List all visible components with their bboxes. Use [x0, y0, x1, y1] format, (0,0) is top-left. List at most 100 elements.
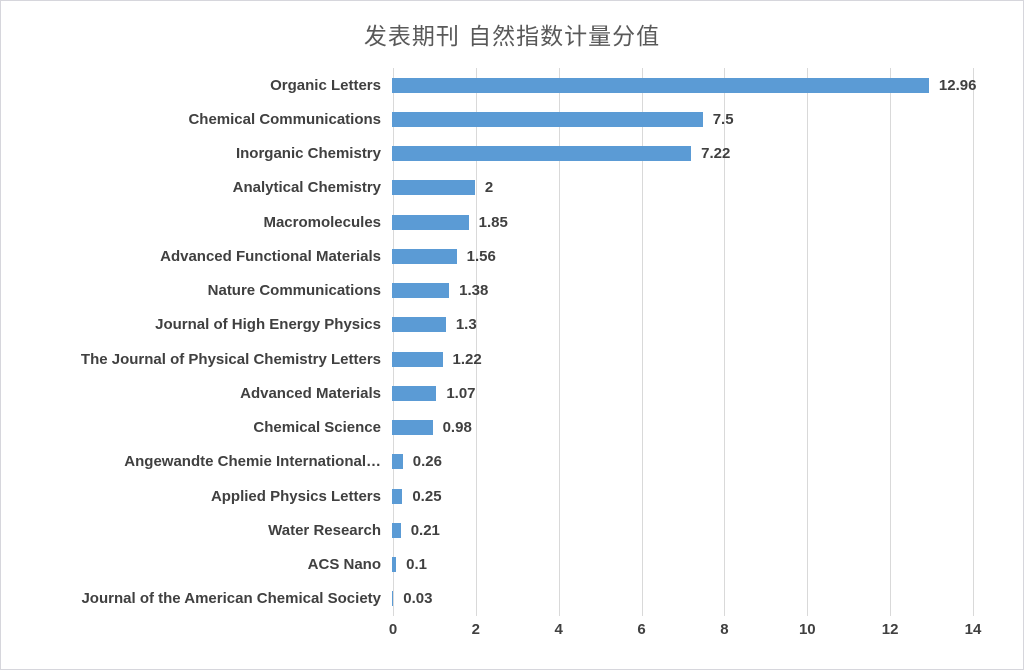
value-label: 1.38 [459, 282, 489, 300]
bar-row: Nature Communications 1.38 [1, 274, 1023, 308]
value-label: 0.25 [412, 487, 442, 505]
bar-row: Inorganic Chemistry 7.22 [1, 137, 1023, 171]
bar-row: Organic Letters 12.96 [1, 68, 1023, 102]
bar-row: Journal of the American Chemical Society… [1, 582, 1023, 616]
gridline [973, 68, 974, 616]
bar-rows: Organic Letters 12.96 Chemical Communicati… [1, 68, 1023, 616]
bar-row: The Journal of Physical Chemistry Letter… [1, 342, 1023, 376]
value-label: 1.22 [452, 350, 482, 368]
value-label: 1.85 [478, 213, 508, 231]
bar [392, 522, 401, 538]
gridline [890, 68, 892, 616]
value-label: 0.98 [442, 419, 472, 437]
gridline [558, 68, 560, 616]
bar [392, 420, 433, 436]
bar-area: 1.3 [392, 308, 1023, 342]
x-tick-label: 4 [554, 621, 563, 638]
x-axis: 0 2 4 6 8 10 12 14 [389, 621, 982, 645]
bar-row: Chemical Science 0.98 [1, 411, 1023, 445]
bar [392, 351, 443, 367]
x-tick-label: 6 [637, 621, 646, 638]
bar-area: 1.22 [392, 342, 1023, 376]
value-label: 0.1 [406, 556, 427, 574]
bar [392, 283, 450, 299]
chart-title: 发表期刊 自然指数计量分值 [363, 24, 661, 50]
x-tick-label: 14 [964, 621, 982, 638]
bar-area: 0.98 [392, 411, 1023, 445]
bar-row: Advanced Materials 1.07 [1, 376, 1023, 410]
bar-area: 1.07 [392, 376, 1023, 410]
bar [392, 248, 457, 264]
category-label: Macromolecules [263, 213, 381, 231]
bar [392, 557, 397, 573]
gridline [475, 68, 477, 616]
bar [392, 591, 394, 607]
gridline [641, 68, 643, 616]
bar-area: 12.96 [392, 68, 1023, 102]
value-label: 0.21 [410, 521, 440, 539]
bar-area: 7.22 [392, 137, 1023, 171]
bar [392, 454, 403, 470]
category-label: Nature Communications [207, 282, 381, 300]
x-tick-label: 0 [388, 621, 398, 638]
bar-row: Water Research 0.21 [1, 513, 1023, 547]
bar [392, 317, 446, 333]
bar-area: 1.56 [392, 239, 1023, 273]
value-label: 12.96 [938, 76, 977, 94]
value-label: 0.03 [403, 590, 433, 608]
x-tick-label: 8 [720, 621, 729, 638]
bar [392, 77, 929, 93]
category-label: Journal of the American Chemical Society [81, 590, 381, 608]
bar-area: 0.25 [392, 479, 1023, 513]
x-tick-label: 10 [798, 621, 816, 638]
bar [392, 214, 469, 230]
value-label: 0.26 [412, 453, 442, 471]
bar-area: 1.38 [392, 274, 1023, 308]
category-label: Advanced Functional Materials [160, 247, 381, 265]
bar-area: 0.26 [392, 445, 1023, 479]
category-label: Advanced Materials [240, 384, 381, 402]
category-label: The Journal of Physical Chemistry Letter… [80, 350, 381, 368]
bar-area: 0.21 [392, 513, 1023, 547]
gridline [724, 68, 726, 616]
bar-area: 1.85 [392, 205, 1023, 239]
x-tick-label: 12 [881, 621, 899, 638]
value-label: 1.3 [455, 316, 477, 334]
category-label: Inorganic Chemistry [235, 145, 381, 163]
x-tick-label: 2 [471, 621, 481, 638]
bar [392, 180, 475, 196]
bar-row: Journal of High Energy Physics 1.3 [1, 308, 1023, 342]
bar-row: ACS Nano 0.1 [1, 548, 1023, 582]
category-label: Water Research [268, 521, 381, 539]
bar [392, 146, 692, 162]
gridline [807, 68, 809, 616]
category-label: Journal of High Energy Physics [155, 316, 381, 334]
bar-row: Analytical Chemistry 2 [1, 171, 1023, 205]
bar-area: 7.5 [392, 102, 1023, 136]
value-label: 1.56 [466, 247, 496, 265]
bar-area: 0.1 [392, 548, 1023, 582]
bar-area: 2 [392, 171, 1023, 205]
gridlines [393, 68, 974, 616]
category-label: Analytical Chemistry [232, 179, 381, 197]
bar-row: Angewandte Chemie International… 0.26 [1, 445, 1023, 479]
bar-row: Applied Physics Letters 0.25 [1, 479, 1023, 513]
bar [392, 111, 703, 127]
category-label: Angewandte Chemie International… [124, 453, 381, 471]
category-label: Chemical Communications [188, 110, 381, 128]
bar [392, 488, 403, 504]
bar-row: Macromolecules 1.85 [1, 205, 1023, 239]
category-label: ACS Nano [307, 556, 381, 574]
category-label: Organic Letters [270, 76, 381, 94]
bar-row: Advanced Functional Materials 1.56 [1, 239, 1023, 273]
value-label: 7.22 [701, 145, 731, 163]
value-label: 2 [484, 179, 494, 197]
bar-area: 0.03 [392, 582, 1023, 616]
value-label: 1.07 [446, 384, 476, 402]
bar [392, 385, 437, 401]
gridline [393, 68, 394, 616]
category-label: Chemical Science [253, 419, 381, 437]
bar-row: Chemical Communications 7.5 [1, 102, 1023, 136]
category-label: Applied Physics Letters [210, 487, 381, 505]
